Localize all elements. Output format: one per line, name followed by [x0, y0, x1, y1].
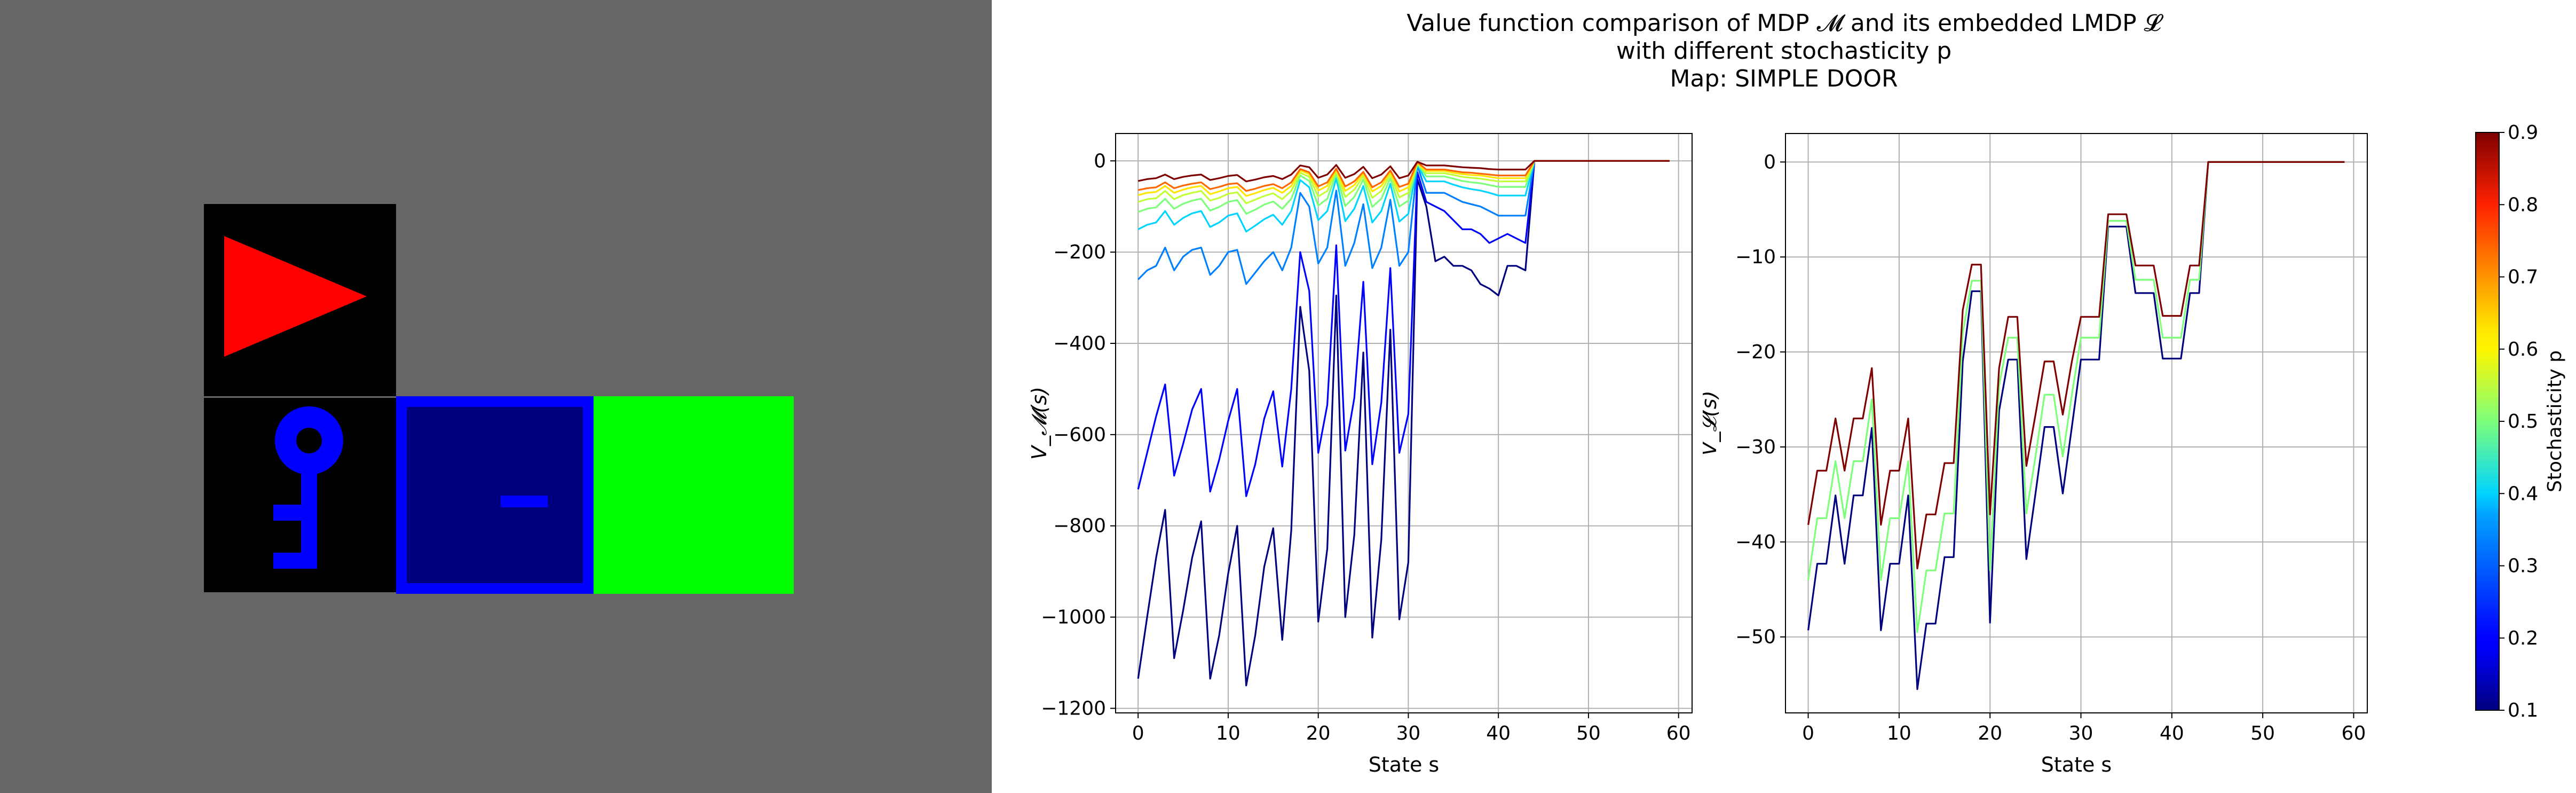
lmdp-series-p-0.1: [1807, 161, 2345, 690]
mdp-y-tick-label: −600: [1053, 424, 1106, 446]
lmdp-x-tick-label: 30: [2069, 723, 2093, 744]
colorbar-tick-label: 0.4: [2508, 483, 2538, 505]
colorbar-tick-label: 0.7: [2508, 266, 2538, 288]
colorbar-label: Stochasticity p: [2544, 350, 2566, 492]
mdp-grid: [1116, 134, 1692, 713]
lmdp-axes-frame: [1785, 133, 2368, 713]
colorbar-tick-label: 0.9: [2508, 123, 2538, 144]
lmdp-x-tick-label: 20: [1978, 723, 2002, 744]
mdp-x-tick-label: 40: [1486, 723, 1511, 744]
mdp-y-tick-label: −1200: [1041, 697, 1106, 719]
lmdp-y-tick-label: −30: [1735, 436, 1776, 458]
colorbar-tick-label: 0.2: [2508, 627, 2538, 649]
mdp-y-tick-label: −200: [1053, 241, 1106, 263]
mdp-series-p-0.8: [1137, 160, 1670, 192]
key-cell: [204, 398, 396, 592]
colorbar-tick-label: 0.1: [2508, 700, 2538, 721]
mdp-y-tick-label: −1000: [1041, 607, 1106, 629]
lmdp-x-tick-label: 10: [1887, 723, 1911, 744]
mdp-series-p-0.1: [1137, 160, 1670, 687]
goal-cell: [594, 396, 794, 594]
colorbar-tick-label: 0.6: [2508, 339, 2538, 360]
lmdp-tick-labels: 0 10 20 30 40 50 60 0 −10 −20 −30 −40 −50: [1735, 151, 2366, 744]
mdp-axes-frame: [1115, 133, 1693, 713]
lmdp-x-tick-label: 40: [2160, 723, 2184, 744]
lmdp-y-tick-label: 0: [1764, 151, 1776, 173]
mdp-series-p-0.4: [1137, 160, 1670, 233]
mdp-x-axis-label: State s: [1369, 753, 1439, 776]
mdp-value-chart: 0 10 20 30 40 50 60 0 −200 −400 −600 −800 −1000 −1200…: [1028, 133, 1693, 776]
mdp-y-tick-label: −800: [1053, 515, 1106, 537]
mdp-y-tick-label: −400: [1053, 333, 1106, 355]
lmdp-x-tick-label: 50: [2250, 723, 2275, 744]
lmdp-y-tick-label: −50: [1735, 626, 1776, 648]
colorbar-tick-label: 0.5: [2508, 411, 2538, 433]
locked-door-cell: [396, 396, 594, 594]
mdp-y-axis-label: V_𝓜(s): [1028, 387, 1051, 460]
lmdp-y-tick-label: −10: [1735, 246, 1776, 268]
blue-key-icon: [273, 406, 343, 569]
mdp-series-p-0.6: [1137, 160, 1670, 205]
mdp-x-tick-label: 20: [1306, 723, 1331, 744]
lmdp-grid: [1785, 134, 2367, 713]
lmdp-y-axis-label: V_𝓛(s): [1703, 390, 1721, 456]
lmdp-x-tick-label: 60: [2342, 723, 2366, 744]
mdp-series-lines: [1137, 160, 1670, 687]
agent-cell: [204, 204, 396, 396]
lmdp-series-lines: [1807, 161, 2345, 690]
mdp-x-tick-label: 60: [1666, 723, 1691, 744]
lmdp-y-tick-label: −40: [1735, 531, 1776, 553]
mdp-series-p-0.9: [1137, 160, 1670, 183]
figure-title: Value function comparison of MDP 𝓜 and i…: [992, 10, 2576, 93]
gridworld-render: [0, 0, 992, 793]
colorbar-tick-label: 0.3: [2508, 555, 2538, 577]
title-line-2: with different stochasticity p: [1616, 37, 1952, 65]
colorbar-gradient: [2475, 132, 2500, 711]
lmdp-value-chart: 0 10 20 30 40 50 60 0 −10 −20 −30 −40 −50 State s V_…: [1703, 133, 2368, 776]
red-triangle-agent-icon: [224, 236, 367, 357]
stochasticity-colorbar: 0.1 0.2 0.3 0.4 0.5 0.6 0.7 0.8 0.9 Stochasticit…: [2475, 123, 2566, 721]
colorbar-tick-labels: 0.1 0.2 0.3 0.4 0.5 0.6 0.7 0.8 0.9: [2499, 123, 2538, 721]
mdp-series-p-0.2: [1137, 160, 1670, 497]
mdp-x-tick-label: 10: [1216, 723, 1240, 744]
lmdp-series-p-0.9: [1807, 161, 2345, 570]
mdp-x-tick-label: 30: [1396, 723, 1421, 744]
locked-door-icon: [407, 407, 583, 583]
lmdp-y-tick-label: −20: [1735, 341, 1776, 363]
title-line-3: Map: SIMPLE DOOR: [1670, 65, 1898, 92]
title-line-1: Value function comparison of MDP 𝓜 and i…: [1406, 10, 2161, 37]
lmdp-x-axis-label: State s: [2041, 753, 2112, 776]
mdp-x-tick-label: 50: [1576, 723, 1601, 744]
lmdp-x-tick-label: 0: [1802, 723, 1814, 744]
mdp-tick-labels: 0 10 20 30 40 50 60 0 −200 −400 −600 −800 −1000 −1200: [1041, 150, 1690, 744]
mdp-x-tick-label: 0: [1132, 723, 1144, 744]
mdp-y-tick-label: 0: [1094, 150, 1106, 172]
colorbar-tick-label: 0.8: [2508, 194, 2538, 216]
